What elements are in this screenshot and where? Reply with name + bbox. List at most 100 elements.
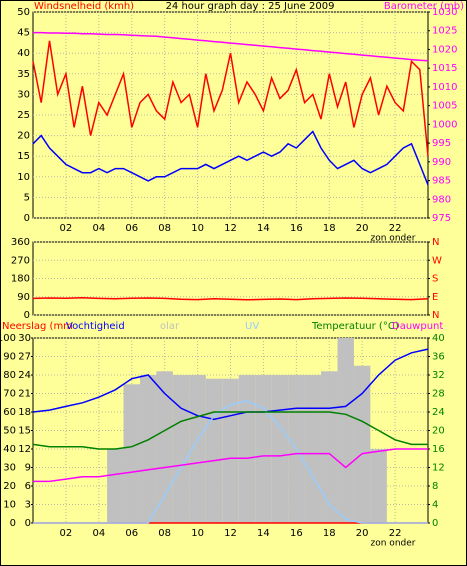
bar	[337, 338, 354, 523]
bar	[156, 371, 173, 523]
legend-label: Temperatuur (°C)	[311, 321, 399, 332]
tick-label: 90	[17, 292, 30, 303]
tick-label: 16	[432, 444, 445, 455]
bar	[370, 449, 387, 523]
bar	[271, 375, 289, 523]
tick-label: 980	[432, 194, 451, 205]
tick-label: 180	[11, 274, 30, 285]
tick-label: 40	[432, 333, 445, 344]
legend-label: olar	[160, 321, 180, 332]
x-tick-label: 20	[356, 223, 369, 234]
tick-label: 5	[24, 192, 30, 203]
bar	[139, 375, 157, 523]
tick-label: 30	[18, 333, 31, 344]
tick-label: 24	[18, 370, 31, 381]
x-tick-label: 06	[125, 223, 138, 234]
bar	[123, 384, 140, 523]
bar	[304, 375, 322, 523]
x-tick-label: 02	[60, 223, 73, 234]
y-axis-label: Windsnelheid (kmh)	[34, 1, 134, 12]
tick-label: 50	[3, 426, 16, 437]
tick-label: 20	[17, 131, 30, 142]
annotation: zon onder	[371, 539, 416, 549]
tick-label: N	[432, 310, 439, 321]
tick-label: 4	[432, 500, 438, 511]
tick-label: 15	[18, 426, 31, 437]
tick-label: 1030	[432, 7, 457, 18]
tick-label: E	[432, 292, 438, 303]
bar	[222, 378, 239, 523]
series-line	[32, 411, 428, 450]
tick-label: 975	[432, 213, 451, 224]
tick-label: 40	[17, 48, 30, 59]
tick-label: 0	[432, 518, 438, 529]
tick-label: 28	[432, 389, 445, 400]
tick-label: 45	[17, 28, 30, 39]
bar	[255, 375, 272, 523]
tick-label: 270	[11, 255, 30, 266]
x-tick-label: 04	[92, 528, 105, 539]
tick-label: 3	[25, 500, 31, 511]
x-tick-label: 16	[290, 528, 303, 539]
tick-label: 90	[3, 352, 16, 363]
series-line	[33, 448, 428, 483]
legend-label: UV	[245, 321, 259, 332]
tick-label: 1005	[432, 101, 457, 112]
tick-label: 20	[3, 481, 16, 492]
tick-label: 10	[17, 172, 30, 183]
tick-label: 1000	[432, 119, 457, 130]
tick-label: 1010	[432, 82, 457, 93]
x-tick-label: 08	[158, 528, 171, 539]
tick-label: 360	[11, 237, 30, 248]
tick-label: 9	[25, 463, 31, 474]
tick-label: N	[432, 237, 439, 248]
x-tick-label: 16	[290, 223, 303, 234]
x-tick-label: 14	[257, 223, 270, 234]
series-line	[32, 297, 429, 301]
chart-title: 24 hour graph day : 25 June 2009	[166, 1, 335, 12]
tick-label: 1015	[432, 63, 457, 74]
tick-label: 995	[432, 138, 451, 149]
tick-label: 12	[18, 444, 31, 455]
x-tick-label: 14	[257, 528, 270, 539]
x-tick-label: 10	[191, 528, 204, 539]
x-tick-label: 08	[158, 223, 171, 234]
y2-axis-label: Barometer (mb)	[384, 1, 464, 12]
x-tick-label: 10	[191, 223, 204, 234]
x-tick-label: 06	[125, 528, 138, 539]
tick-label: 1020	[432, 44, 457, 55]
tick-label: 0	[10, 518, 16, 529]
tick-label: 30	[17, 89, 30, 100]
series-line	[32, 40, 429, 157]
tick-label: 32	[432, 370, 445, 381]
tick-label: 8	[432, 481, 438, 492]
legend-label: Vochtigheid	[66, 321, 125, 332]
tick-label: 25	[17, 110, 30, 121]
tick-label: 990	[432, 157, 451, 168]
x-tick-label: 02	[60, 528, 73, 539]
tick-label: 24	[432, 407, 445, 418]
tick-label: 80	[3, 370, 16, 381]
x-tick-label: 18	[323, 223, 336, 234]
x-tick-label: 22	[389, 223, 402, 234]
tick-label: 0	[25, 518, 31, 529]
tick-label: S	[432, 274, 438, 285]
tick-label: 30	[3, 463, 16, 474]
tick-label: 21	[18, 389, 31, 400]
tick-label: 70	[3, 389, 16, 400]
series-line	[32, 130, 429, 186]
tick-label: 985	[432, 176, 451, 187]
tick-label: 0	[24, 310, 30, 321]
x-tick-label: 20	[356, 528, 369, 539]
bar	[107, 449, 124, 523]
tick-label: 18	[18, 407, 31, 418]
bar	[321, 371, 338, 523]
series-line	[32, 348, 429, 421]
series-line	[33, 31, 429, 62]
tick-label: 6	[25, 481, 31, 492]
tick-label: 1025	[432, 26, 457, 37]
tick-label: 40	[3, 444, 16, 455]
x-tick-label: 12	[224, 223, 237, 234]
